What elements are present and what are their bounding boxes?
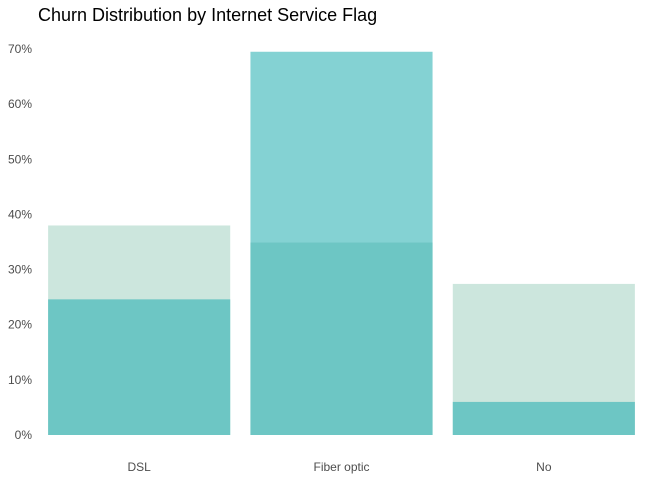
bar-fiber-optic-layer-2 [250, 242, 433, 435]
y-tick-label: 50% [8, 152, 32, 166]
x-tick-label-dsl: DSL [127, 460, 151, 474]
chart-title: Churn Distribution by Internet Service F… [38, 5, 378, 25]
x-tick-label-no: No [536, 460, 552, 474]
bars-layer [48, 51, 635, 435]
x-axis-ticks: DSL Fiber optic No [127, 460, 551, 474]
y-tick-label: 30% [8, 263, 32, 277]
bar-dsl-layer-2 [48, 299, 231, 435]
y-tick-label: 40% [8, 207, 32, 221]
bar-no-layer-2 [452, 401, 635, 435]
y-tick-label: 70% [8, 42, 32, 56]
y-tick-label: 0% [15, 428, 33, 442]
y-tick-label: 20% [8, 318, 32, 332]
y-tick-label: 60% [8, 97, 32, 111]
x-tick-label-fiber-optic: Fiber optic [313, 460, 369, 474]
y-axis-ticks: 0% 10% 20% 30% 40% 50% 60% 70% [8, 42, 32, 442]
y-tick-label: 10% [8, 373, 32, 387]
